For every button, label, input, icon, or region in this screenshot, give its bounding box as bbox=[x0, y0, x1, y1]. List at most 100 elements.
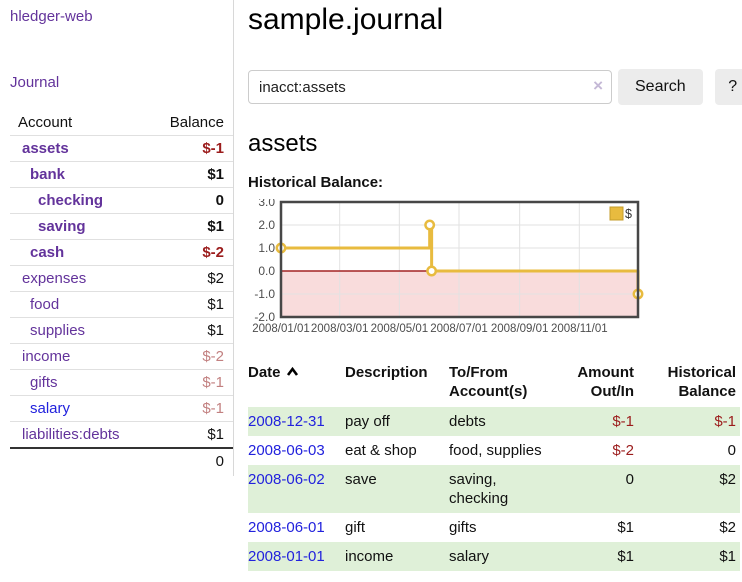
transaction-amount: $1 bbox=[617, 519, 634, 536]
amount-column-header: Amount Out/In bbox=[577, 364, 634, 400]
account-balance: $2 bbox=[207, 270, 224, 287]
account-link[interactable]: expenses bbox=[22, 270, 87, 287]
transaction-balance: $2 bbox=[719, 519, 736, 536]
x-tick-label: 2008/01/01 bbox=[252, 323, 310, 335]
accounts-total-balance: 0 bbox=[215, 453, 224, 470]
y-tick-label: -1.0 bbox=[254, 287, 275, 301]
legend-swatch bbox=[609, 206, 624, 221]
main-content: sample.journal × Search ? assets Histori… bbox=[234, 0, 742, 571]
account-row: salary $-1 bbox=[10, 396, 233, 422]
account-link[interactable]: bank bbox=[30, 166, 66, 183]
transaction-accounts: saving, checking bbox=[449, 471, 509, 507]
x-tick-label: 2008/11/01 bbox=[551, 323, 608, 335]
transaction-date-link[interactable]: 2008-12-31 bbox=[248, 413, 325, 430]
account-link[interactable]: gifts bbox=[30, 374, 58, 391]
balance-column-header: Balance bbox=[169, 114, 224, 131]
accounts-total-row: 0 bbox=[10, 448, 233, 474]
register-row: 2008-12-31 pay off debts $-1 $-1 bbox=[248, 407, 740, 436]
transaction-balance: $-1 bbox=[714, 413, 736, 430]
data-point-marker bbox=[426, 265, 438, 277]
x-tick-label: 2008/05/01 bbox=[371, 323, 429, 335]
transaction-date-link[interactable]: 2008-06-02 bbox=[248, 471, 325, 488]
accounts-column-header: To/From Account(s) bbox=[449, 364, 528, 400]
search-button[interactable]: Search bbox=[618, 69, 703, 105]
account-balance: $1 bbox=[207, 322, 224, 339]
account-row: assets $-1 bbox=[10, 136, 233, 162]
transaction-accounts: debts bbox=[449, 413, 486, 430]
sidebar: hledger-web Journal Account Balance asse… bbox=[0, 0, 234, 476]
account-link[interactable]: salary bbox=[30, 400, 71, 417]
account-row: checking 0 bbox=[10, 188, 233, 214]
register-row: 2008-01-01 income salary $1 $1 bbox=[248, 542, 740, 571]
register-row: 2008-06-01 gift gifts $1 $2 bbox=[248, 513, 740, 542]
account-row: income $-2 bbox=[10, 344, 233, 370]
account-balance: $-1 bbox=[202, 374, 224, 391]
chart-label: Historical Balance: bbox=[248, 174, 384, 191]
search-input[interactable] bbox=[248, 70, 612, 104]
register-table: Date Description To/From Account(s) Amou… bbox=[248, 359, 740, 571]
account-row: food $1 bbox=[10, 292, 233, 318]
account-link[interactable]: liabilities:debts bbox=[22, 426, 120, 443]
account-heading: assets bbox=[248, 130, 318, 157]
description-column-header: Description bbox=[345, 364, 428, 381]
account-link[interactable]: supplies bbox=[30, 322, 86, 339]
y-tick-label: 2.0 bbox=[258, 218, 275, 232]
transaction-balance: $1 bbox=[719, 548, 736, 565]
historical-balance-chart: $3.0 2.0 1.0 0.0 -1.0 -2.0 2008/01/01 2008/03/0… bbox=[248, 195, 742, 343]
balance-column-header2: Historical Balance bbox=[667, 364, 736, 400]
account-balance: $1 bbox=[207, 296, 224, 313]
transaction-accounts: salary bbox=[449, 548, 490, 565]
account-balance: $-1 bbox=[202, 400, 224, 417]
legend-label: $ bbox=[625, 207, 632, 221]
transaction-date-link[interactable]: 2008-06-01 bbox=[248, 519, 325, 536]
sidebar-item-journal[interactable]: Journal bbox=[10, 74, 60, 91]
app-title-link[interactable]: hledger-web bbox=[10, 8, 93, 25]
transaction-date-link[interactable]: 2008-06-03 bbox=[248, 442, 325, 459]
account-row: saving $1 bbox=[10, 214, 233, 240]
accounts-table-header: Account Balance bbox=[10, 110, 233, 136]
transaction-balance: $2 bbox=[719, 471, 736, 488]
page-title: sample.journal bbox=[248, 3, 444, 36]
transaction-accounts: gifts bbox=[449, 519, 477, 536]
account-link[interactable]: income bbox=[22, 348, 71, 365]
account-balance: $1 bbox=[207, 166, 224, 183]
register-header-row: Date Description To/From Account(s) Amou… bbox=[248, 359, 740, 407]
search-form: × Search ? bbox=[248, 69, 742, 105]
transaction-description: save bbox=[345, 471, 377, 488]
account-row: liabilities:debts $1 bbox=[10, 422, 233, 448]
x-tick-label: 2008/07/01 bbox=[430, 323, 488, 335]
date-column-header[interactable]: Date bbox=[248, 359, 345, 407]
help-button[interactable]: ? bbox=[714, 69, 742, 105]
transaction-amount: 0 bbox=[625, 471, 634, 488]
account-link[interactable]: saving bbox=[38, 218, 86, 235]
transaction-date-link[interactable]: 2008-01-01 bbox=[248, 548, 325, 565]
sort-ascending-icon bbox=[286, 366, 298, 376]
account-balance: $-2 bbox=[202, 348, 224, 365]
x-tick-label: 2008/03/01 bbox=[311, 323, 369, 335]
account-row: expenses $2 bbox=[10, 266, 233, 292]
transaction-balance: 0 bbox=[727, 442, 736, 459]
account-link[interactable]: assets bbox=[22, 140, 69, 157]
transaction-amount: $-1 bbox=[612, 413, 634, 430]
clear-search-icon[interactable]: × bbox=[593, 76, 603, 95]
transaction-description: gift bbox=[345, 519, 366, 536]
transaction-accounts: food, supplies bbox=[449, 442, 542, 459]
y-tick-label: 0.0 bbox=[258, 264, 275, 278]
account-link[interactable]: food bbox=[30, 296, 60, 313]
transaction-description: pay off bbox=[345, 413, 390, 430]
transaction-amount: $1 bbox=[617, 548, 634, 565]
account-balance: 0 bbox=[215, 192, 224, 209]
account-balance: $-2 bbox=[202, 244, 224, 261]
account-row: cash $-2 bbox=[10, 240, 233, 266]
account-balance: $1 bbox=[207, 426, 224, 443]
account-link[interactable]: checking bbox=[38, 192, 104, 209]
account-link[interactable]: cash bbox=[30, 244, 65, 261]
account-row: supplies $1 bbox=[10, 318, 233, 344]
y-tick-label: -2.0 bbox=[254, 310, 275, 324]
y-tick-label: 1.0 bbox=[258, 241, 275, 255]
y-tick-label: 3.0 bbox=[258, 199, 275, 209]
x-tick-label: 2008/09/01 bbox=[491, 323, 549, 335]
account-row: gifts $-1 bbox=[10, 370, 233, 396]
